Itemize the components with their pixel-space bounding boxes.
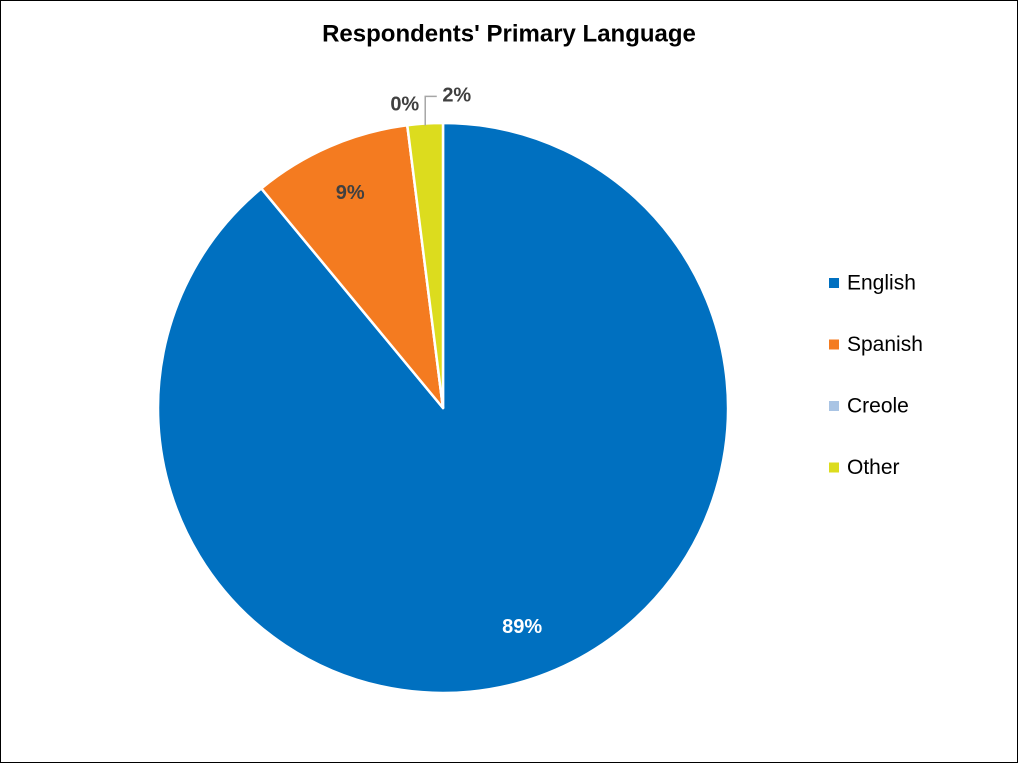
legend-label: Creole [847, 395, 909, 418]
legend-swatch [829, 278, 839, 288]
data-label: 2% [442, 85, 471, 107]
legend-swatch [829, 339, 839, 350]
legend-label: Spanish [847, 333, 923, 356]
data-label: 0% [390, 94, 419, 116]
pie-slice [260, 123, 445, 410]
legend-label: English [847, 272, 916, 295]
data-label: 89% [502, 616, 542, 638]
legend-swatch [829, 462, 839, 473]
data-label: 9% [336, 182, 365, 204]
legend-swatch [829, 401, 839, 411]
chart-title: Respondents' Primary Language [322, 20, 696, 47]
leader-line [424, 95, 437, 126]
legend-label: Other [847, 456, 900, 479]
